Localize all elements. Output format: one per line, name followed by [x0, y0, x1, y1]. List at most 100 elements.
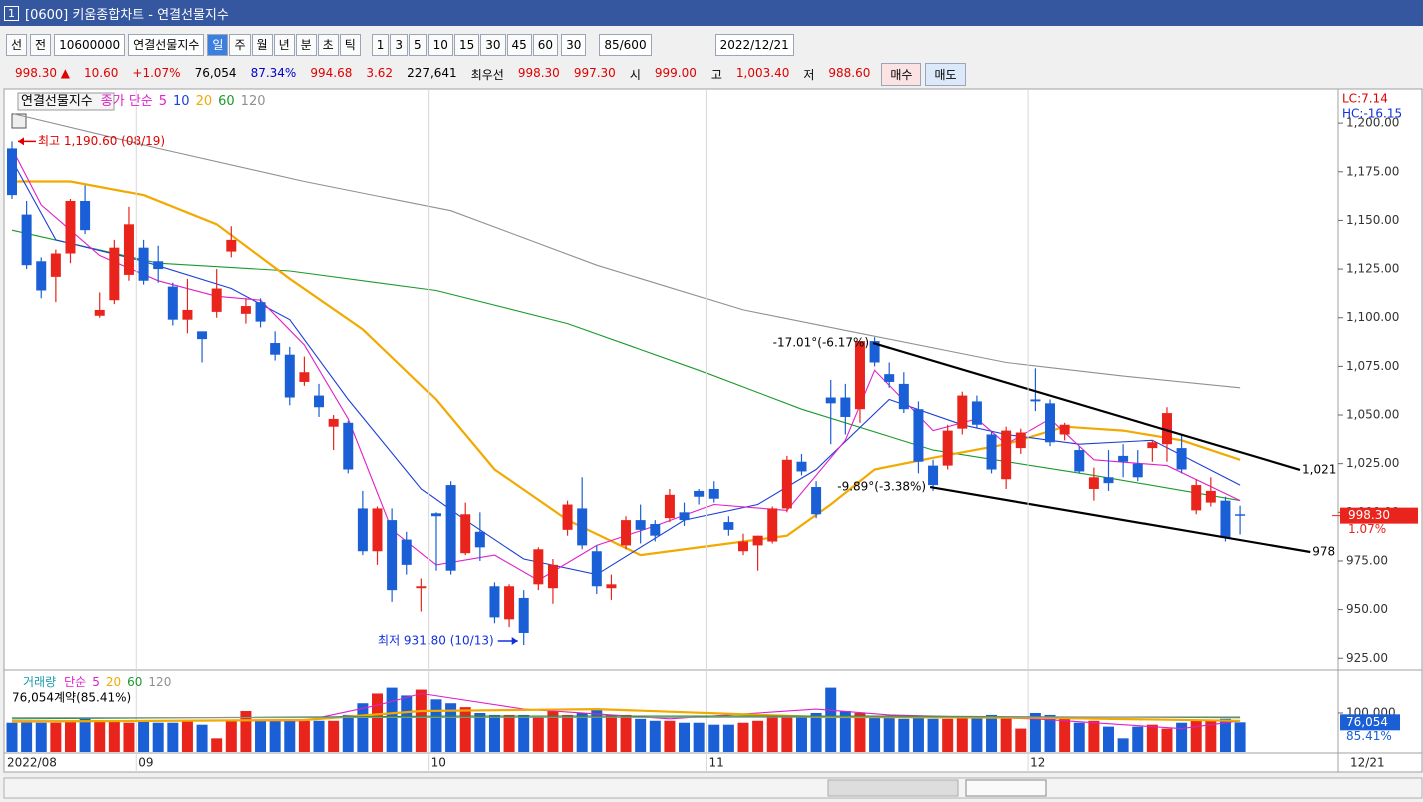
grid-icon[interactable]	[11, 113, 27, 129]
quote-value: 3.62	[366, 65, 394, 80]
candle-body	[708, 488, 719, 499]
count-input[interactable]: 85/600	[599, 34, 652, 56]
volume-bar	[1146, 724, 1158, 752]
candle-body	[942, 430, 953, 466]
volume-bar	[503, 714, 515, 752]
volume-bar	[64, 720, 76, 752]
volume-bar	[1029, 712, 1041, 752]
volume-bar	[79, 718, 91, 752]
candle-body	[635, 520, 646, 530]
volume-bar	[942, 718, 954, 752]
candle-body	[1030, 399, 1041, 402]
period-button[interactable]: 년	[273, 34, 295, 56]
volume-bar	[284, 720, 296, 752]
interval-button[interactable]: 1	[371, 34, 390, 56]
period-button[interactable]: 초	[317, 34, 339, 56]
candle-body	[811, 487, 822, 515]
code-input[interactable]: 10600000	[54, 34, 126, 56]
candle-body	[504, 586, 515, 620]
volume-bar	[562, 714, 574, 752]
scroll-buttons[interactable]	[965, 779, 1047, 797]
line-button[interactable]: 선	[6, 34, 28, 56]
candle-body	[650, 524, 661, 536]
date-input[interactable]: 2022/12/21	[714, 34, 794, 56]
volume-bar	[1000, 716, 1012, 752]
interval-button[interactable]: 5	[409, 34, 427, 56]
low-arrowhead	[511, 637, 518, 646]
candle-body	[36, 261, 47, 291]
volume-bar	[693, 722, 705, 752]
volume-bar	[255, 720, 267, 752]
candle-body	[1045, 403, 1056, 443]
legend-entry: 20	[106, 675, 121, 689]
trendline	[872, 341, 1301, 471]
sell-button[interactable]: 매도	[925, 62, 966, 86]
volume-legend: 거래량 단순 5 20 60 120	[23, 675, 171, 689]
candle-body	[343, 422, 354, 470]
legend: 연결선물지수 종가 단순 5 10 20 60 120	[21, 94, 266, 109]
candle-body	[167, 286, 178, 320]
quote-value: 최우선	[470, 67, 504, 82]
scroll-track[interactable]	[3, 777, 1423, 799]
y-tick-label: 1,125.00	[1346, 262, 1399, 276]
candle-body	[226, 239, 237, 252]
legend-label: 단순	[64, 675, 86, 689]
period-button[interactable]: 월	[251, 34, 273, 56]
volume-bar	[445, 703, 457, 752]
y-tick-label: 950.00	[1346, 602, 1388, 616]
last-change: 1.07%	[1348, 522, 1386, 536]
quote-value: 87.34%	[250, 65, 297, 80]
volume-bar	[430, 699, 442, 752]
volume-bar	[869, 716, 881, 752]
candle-body	[314, 395, 325, 408]
volume-bar	[518, 714, 530, 752]
candle-body	[1220, 500, 1231, 538]
quote-value: 10.60	[84, 65, 119, 80]
period-button[interactable]: 분	[295, 34, 317, 56]
period-button[interactable]: 틱	[339, 34, 361, 56]
buy-button[interactable]: 매수	[881, 62, 922, 86]
candle-body	[401, 539, 412, 565]
volume-bar	[986, 714, 998, 752]
volume-bar	[795, 716, 807, 752]
interval-button[interactable]: 3	[390, 34, 409, 56]
interval-button[interactable]: 10	[427, 34, 453, 56]
candle-body	[1001, 430, 1012, 480]
volume-bar	[50, 722, 62, 752]
candle-body	[94, 309, 105, 316]
scroll-thumb[interactable]	[827, 779, 959, 797]
interval-button[interactable]: 30	[480, 34, 506, 56]
legend-entry: 120	[148, 675, 171, 689]
volume-bar	[1117, 738, 1129, 752]
y-tick-label: 1,025.00	[1346, 456, 1399, 470]
last-volume: 76,054	[1346, 715, 1388, 729]
candle-body	[752, 535, 763, 546]
volume-bar	[532, 716, 544, 752]
candle-body	[1118, 455, 1129, 462]
interval-button[interactable]: 45	[506, 34, 532, 56]
volume-moving-average	[11, 716, 1241, 719]
period-button[interactable]: 주	[229, 34, 251, 56]
volume-bar	[649, 720, 661, 752]
all-button[interactable]: 전	[30, 34, 52, 56]
legend-entry: 5	[159, 94, 167, 109]
y-tick-label: 975.00	[1346, 553, 1388, 567]
candle-body	[65, 200, 76, 254]
candle-body	[21, 214, 32, 266]
volume-bar	[927, 718, 939, 752]
interval-button[interactable]: 15	[453, 34, 480, 56]
volume-bar	[1103, 726, 1114, 752]
period-button[interactable]: 일	[207, 34, 229, 56]
legend-label: 종가 단순	[101, 94, 153, 109]
interval-input[interactable]: 30	[561, 34, 587, 56]
last-volume-box	[1340, 714, 1400, 731]
quote-value: 998.30 ▲	[15, 65, 71, 80]
interval-button[interactable]: 60	[532, 34, 559, 56]
name-input[interactable]: 연결선물지수	[128, 34, 205, 56]
candle-body	[664, 494, 675, 519]
candle-body	[913, 409, 924, 462]
candle-body	[430, 513, 441, 517]
legend-name: 거래량	[23, 675, 56, 689]
